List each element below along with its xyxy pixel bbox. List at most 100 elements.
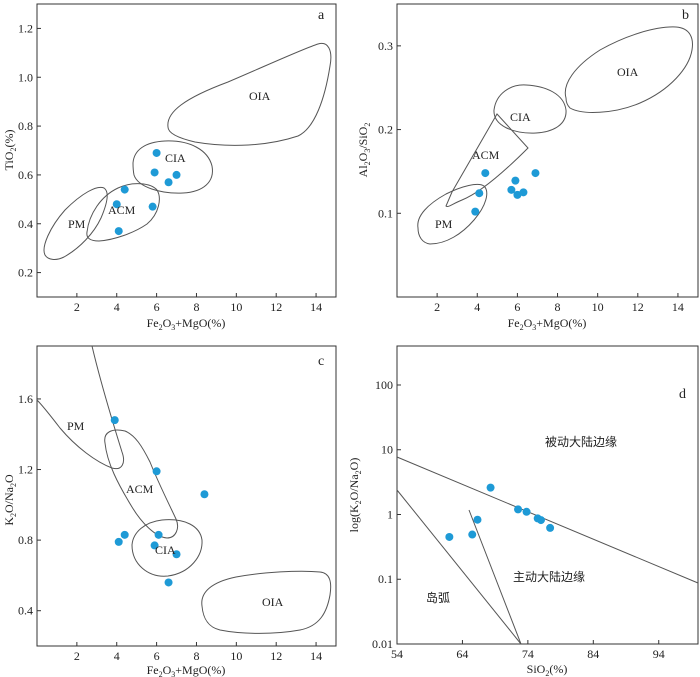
x-tick-label: 14 bbox=[310, 649, 322, 663]
region-label-pm: PM bbox=[67, 419, 85, 433]
y-tick-label: 0.1 bbox=[378, 206, 393, 220]
region-label-active-margin: 主动大陆边缘 bbox=[513, 569, 585, 584]
data-point bbox=[172, 170, 181, 179]
region-label-cia: CIA bbox=[155, 543, 176, 557]
y-tick-label: 1.2 bbox=[18, 463, 33, 477]
region-label-pm: PM bbox=[435, 217, 453, 231]
y-tick-label: 0.3 bbox=[378, 39, 393, 53]
panel-a-frame bbox=[36, 3, 337, 298]
y-tick-label: 1.6 bbox=[18, 392, 33, 406]
data-point bbox=[114, 227, 123, 236]
panel-c-points bbox=[110, 416, 209, 587]
data-point bbox=[154, 530, 163, 539]
region-label-oia: OIA bbox=[249, 89, 271, 103]
x-tick-label: 12 bbox=[632, 300, 644, 314]
panel-a-xlabel: Fe2O3+MgO(%) bbox=[147, 316, 226, 332]
data-point bbox=[152, 148, 161, 157]
panel-c-frame bbox=[36, 345, 337, 647]
panel-b-frame bbox=[396, 3, 699, 298]
panel-c-ticks: 2 4 6 8 10 12 14 0.4 0.8 1.2 1.6 bbox=[18, 392, 322, 663]
x-tick-label: 2 bbox=[74, 649, 80, 663]
region-oia bbox=[167, 42, 332, 146]
data-point bbox=[536, 516, 545, 525]
x-tick-label: 12 bbox=[270, 300, 282, 314]
x-tick-label: 10 bbox=[230, 649, 242, 663]
panel-d: 54 64 74 84 94 0.01 0.1 1 10 100 被动大陆边缘 主动大陆边缘 岛弧… bbox=[347, 345, 699, 677]
data-point bbox=[519, 188, 528, 197]
x-tick-label: 6 bbox=[154, 300, 160, 314]
boundary-passive-active bbox=[396, 456, 699, 584]
panel-b-xlabel: Fe2O3+MgO(%) bbox=[508, 316, 587, 332]
region-label-pm: PM bbox=[68, 217, 86, 231]
region-label-oia: OIA bbox=[262, 595, 284, 609]
region-pm bbox=[417, 183, 488, 245]
data-point bbox=[486, 483, 495, 492]
data-point bbox=[112, 200, 121, 209]
data-point bbox=[513, 190, 522, 199]
panel-a: 2 4 6 8 10 12 14 0.2 0.4 0.6 0.8 1.0 1.2 OIA CIA ACM… bbox=[2, 3, 337, 332]
y-tick-label: 100 bbox=[375, 378, 393, 392]
x-tick-label: 8 bbox=[555, 300, 561, 314]
data-point bbox=[531, 169, 540, 178]
data-point bbox=[120, 185, 129, 194]
data-point bbox=[471, 207, 480, 216]
y-tick-label: 1.2 bbox=[18, 21, 33, 35]
panel-d-frame bbox=[396, 345, 699, 645]
panel-c-regions bbox=[36, 345, 332, 634]
region-label-oia: OIA bbox=[617, 65, 639, 79]
region-label-passive-margin: 被动大陆边缘 bbox=[545, 434, 617, 449]
region-label-acm: ACM bbox=[126, 482, 154, 496]
data-point bbox=[150, 541, 159, 550]
y-tick-label: 0.01 bbox=[372, 637, 393, 651]
data-point bbox=[164, 178, 173, 187]
panel-a-letter: a bbox=[318, 8, 325, 23]
data-point bbox=[507, 185, 516, 194]
data-point bbox=[473, 515, 482, 524]
x-tick-label: 4 bbox=[114, 300, 120, 314]
data-point bbox=[445, 532, 454, 541]
x-tick-label: 8 bbox=[193, 300, 199, 314]
x-tick-label: 64 bbox=[456, 647, 468, 661]
region-cia bbox=[132, 140, 213, 194]
data-point bbox=[152, 467, 161, 476]
panel-a-ylabel: TiO2(%) bbox=[2, 130, 18, 171]
region-label-acm: ACM bbox=[472, 148, 500, 162]
panel-d-ticks: 54 64 74 84 94 0.01 0.1 1 10 100 bbox=[372, 378, 665, 661]
panel-c-ylabel: K2O/Na2O bbox=[2, 474, 18, 526]
panel-d-ylabel: log(K2O/Na2O) bbox=[347, 458, 363, 533]
x-tick-label: 10 bbox=[230, 300, 242, 314]
panel-c-xlabel: Fe2O3+MgO(%) bbox=[147, 663, 226, 677]
data-point bbox=[172, 550, 181, 559]
x-tick-label: 4 bbox=[474, 300, 480, 314]
region-acm bbox=[104, 429, 179, 539]
x-tick-label: 4 bbox=[114, 649, 120, 663]
y-tick-label: 1 bbox=[387, 507, 393, 521]
x-tick-label: 6 bbox=[154, 649, 160, 663]
x-tick-label: 74 bbox=[522, 647, 534, 661]
panel-a-ticks: 2 4 6 8 10 12 14 0.2 0.4 0.6 0.8 1.0 1.2 bbox=[18, 21, 322, 314]
y-tick-label: 0.6 bbox=[18, 168, 33, 182]
data-point bbox=[114, 537, 123, 546]
x-tick-label: 14 bbox=[672, 300, 684, 314]
y-tick-label: 0.8 bbox=[18, 119, 33, 133]
x-tick-label: 94 bbox=[653, 647, 665, 661]
x-tick-label: 54 bbox=[391, 647, 403, 661]
y-tick-label: 0.8 bbox=[18, 533, 33, 547]
data-point bbox=[522, 507, 531, 516]
data-point bbox=[511, 176, 520, 185]
panel-d-boundaries bbox=[396, 456, 699, 645]
x-tick-label: 84 bbox=[587, 647, 599, 661]
y-tick-label: 0.4 bbox=[18, 604, 33, 618]
y-tick-label: 0.4 bbox=[18, 217, 33, 231]
boundary-arc-right bbox=[468, 509, 522, 645]
region-label-acm: ACM bbox=[108, 203, 136, 217]
x-tick-label: 12 bbox=[270, 649, 282, 663]
y-tick-label: 0.2 bbox=[18, 266, 33, 280]
region-label-cia: CIA bbox=[165, 151, 186, 165]
region-cia bbox=[131, 519, 203, 577]
region-cia bbox=[493, 84, 567, 134]
region-label-island-arc: 岛弧 bbox=[426, 590, 450, 605]
x-tick-label: 2 bbox=[74, 300, 80, 314]
data-point bbox=[514, 505, 523, 514]
